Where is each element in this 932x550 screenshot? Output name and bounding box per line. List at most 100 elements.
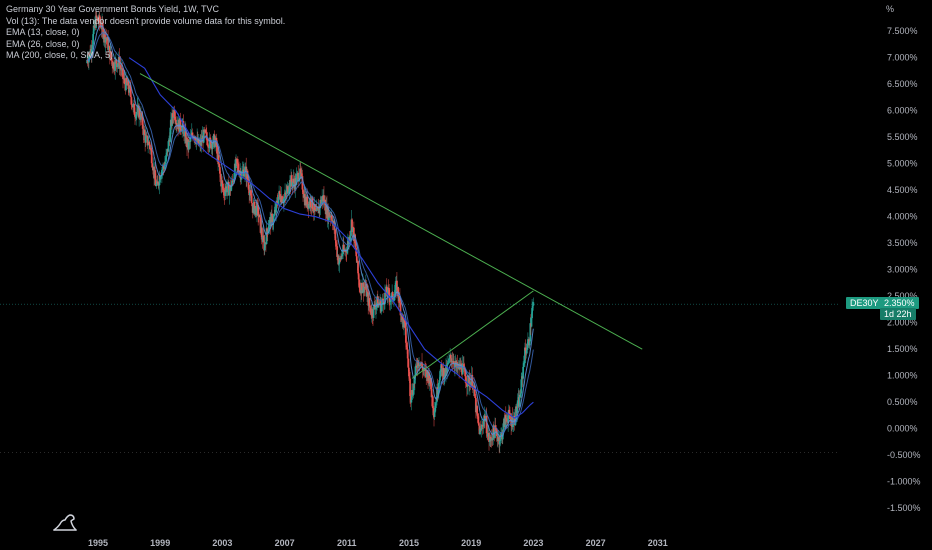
candle-body: [241, 170, 244, 172]
candle-body: [114, 60, 117, 71]
candle-body: [421, 362, 423, 367]
legend-ema13[interactable]: EMA (13, close, 0): [6, 27, 80, 38]
candle-body: [366, 291, 368, 297]
candle-body: [387, 287, 389, 297]
candle-body: [419, 363, 422, 367]
candle-body: [158, 175, 161, 186]
candle-body: [446, 363, 449, 365]
candle-body: [399, 302, 402, 316]
candle-body: [393, 300, 395, 301]
candle-body: [519, 393, 522, 397]
candle-body: [412, 383, 415, 395]
candle-body: [118, 56, 121, 69]
candle-body: [361, 290, 364, 293]
candle-body: [174, 116, 176, 120]
candle-body: [477, 416, 480, 423]
candle-body: [404, 328, 407, 343]
candle-body: [282, 198, 285, 203]
candle-body: [428, 372, 431, 384]
candle-body: [526, 347, 529, 350]
candle-body: [154, 170, 157, 180]
legend-title[interactable]: Germany 30 Year Government Bonds Yield, …: [6, 4, 219, 14]
candle-body: [155, 184, 158, 187]
candle-body: [218, 167, 221, 174]
candle-body: [340, 255, 343, 257]
candle-body: [253, 201, 256, 215]
candle-body: [250, 195, 253, 204]
candle-body: [466, 386, 469, 387]
percent-scale-label[interactable]: %: [885, 4, 894, 14]
candle-body: [421, 366, 424, 371]
candle-body: [128, 85, 131, 93]
candle-body: [281, 196, 283, 203]
y-tick-label: 1.000%: [887, 371, 918, 381]
candle-body: [314, 204, 316, 211]
candle-body: [457, 366, 459, 369]
candle-body: [198, 139, 200, 146]
candle-body: [219, 173, 222, 178]
y-tick-label: -0.500%: [887, 450, 921, 460]
candle-body: [488, 432, 490, 442]
candle-body: [526, 341, 529, 348]
candle-body: [522, 366, 525, 379]
candle-body: [290, 175, 293, 182]
candle-body: [277, 196, 280, 204]
candle-body: [365, 283, 368, 297]
candle-body: [463, 367, 466, 370]
candle-body: [183, 130, 186, 137]
candle-body: [96, 17, 99, 21]
candle-body: [335, 243, 338, 247]
candle-body: [482, 425, 484, 427]
candle-body: [355, 247, 358, 257]
candle-body: [200, 138, 203, 146]
candle-body: [224, 190, 227, 197]
candle-body: [208, 137, 211, 148]
candle-body: [520, 379, 523, 394]
candle-body: [146, 135, 148, 137]
candle-body: [437, 382, 440, 391]
candle-body: [489, 437, 492, 439]
candle-body: [156, 181, 159, 183]
candle-body: [161, 168, 164, 171]
candle-body: [447, 363, 450, 364]
y-tick-label: 4.000%: [887, 212, 918, 222]
legend-ema26[interactable]: EMA (26, close, 0): [6, 38, 80, 49]
trendlines: [139, 73, 643, 379]
candle-body: [251, 203, 254, 207]
candle-body: [125, 77, 127, 91]
candle-body: [214, 141, 217, 148]
tradingview-logo-icon[interactable]: [52, 512, 78, 532]
candle-body: [125, 77, 128, 83]
candle-body: [428, 383, 431, 385]
candle-body: [489, 437, 492, 442]
candle-body: [259, 217, 262, 233]
candle-body: [440, 363, 443, 369]
candle-body: [287, 191, 290, 194]
candle-body: [284, 192, 286, 197]
candle-body: [525, 349, 528, 354]
candle-body: [486, 433, 489, 437]
candle-body: [160, 170, 163, 176]
legend-ma200[interactable]: MA (200, close, 0, SMA, 5): [6, 50, 114, 61]
candle-body: [340, 255, 343, 260]
candle-body: [335, 240, 337, 244]
candle-body: [227, 181, 230, 196]
candle-body: [90, 49, 93, 54]
candle-body: [169, 127, 172, 142]
candle-body: [439, 377, 441, 381]
candle-body: [499, 434, 502, 441]
candle-body: [146, 135, 149, 146]
x-tick-label: 1995: [88, 538, 108, 548]
candle-body: [248, 189, 251, 196]
candle-body: [366, 291, 369, 293]
candle-body: [276, 201, 279, 204]
candle-body: [448, 357, 451, 359]
candle-body: [194, 137, 197, 142]
candle-body: [504, 415, 507, 419]
candle-body: [157, 185, 160, 186]
candle-body: [298, 177, 301, 180]
candle-body: [355, 256, 358, 263]
candles-series: [86, 11, 535, 454]
legend-vol[interactable]: Vol (13): The data vendor doesn't provid…: [6, 15, 286, 26]
